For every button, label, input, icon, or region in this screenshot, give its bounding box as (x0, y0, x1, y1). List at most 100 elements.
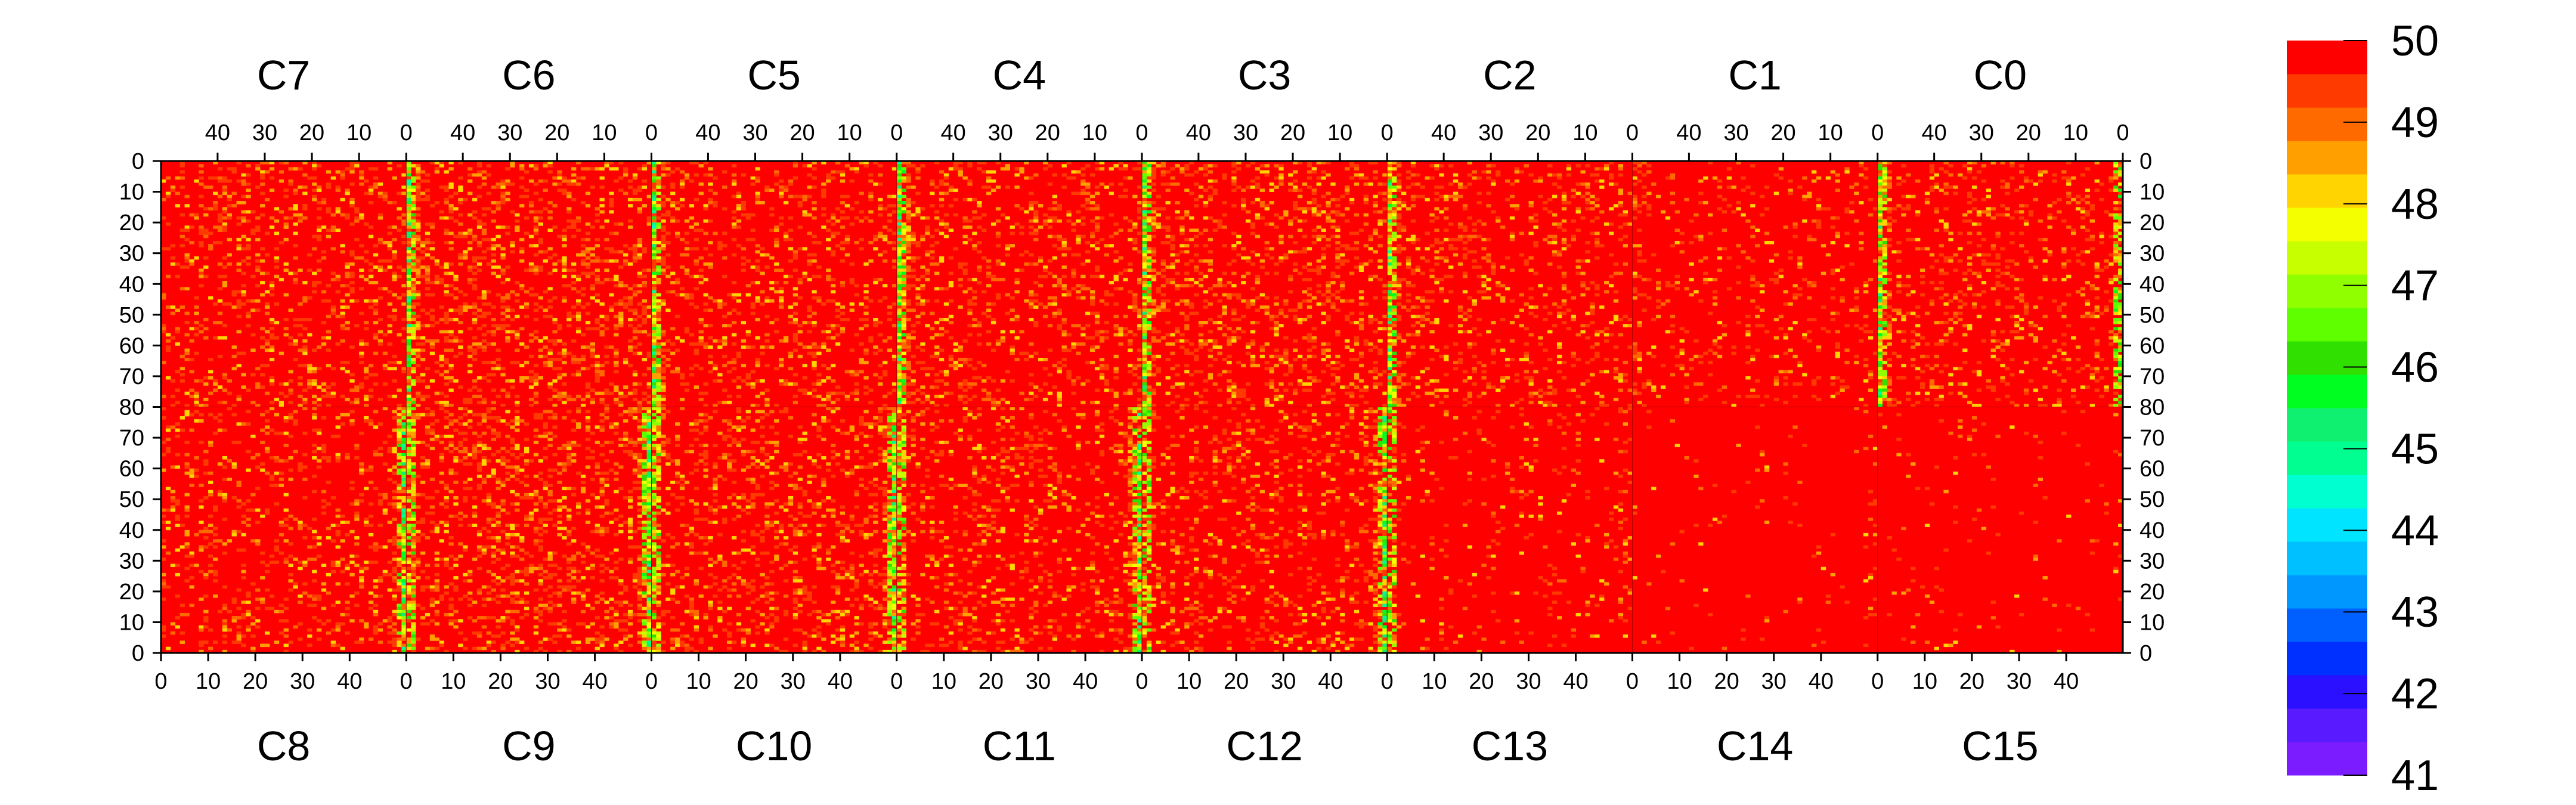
x-tick-label-top: 20 (2016, 120, 2041, 145)
colorbar-band (2287, 74, 2367, 108)
colorbar-label: 50 (2391, 17, 2439, 65)
y-tick-label-right: 80 (2140, 395, 2165, 420)
x-tick-label-bottom: 20 (733, 669, 758, 694)
colorbar-band (2287, 708, 2367, 742)
y-tick-label-right: 50 (2140, 487, 2165, 512)
colorbar-band (2287, 274, 2367, 308)
x-tick-label-top: 0 (890, 120, 903, 145)
y-tick-label-left: 50 (119, 487, 144, 512)
x-tick-label-top: 20 (1525, 120, 1550, 145)
y-tick-label-left: 40 (119, 518, 144, 543)
y-tick-label-right: 0 (2140, 149, 2152, 174)
y-tick-label-right: 10 (2140, 180, 2165, 205)
x-tick-label-bottom: 0 (154, 669, 167, 694)
x-tick-label-top: 40 (1676, 120, 1701, 145)
x-tick-label-top: 40 (1431, 120, 1456, 145)
y-tick-label-right: 70 (2140, 364, 2165, 389)
chip-region-C15 (1877, 410, 2123, 653)
x-tick-label-bottom: 0 (400, 669, 413, 694)
x-tick-label-top: 10 (1572, 120, 1597, 145)
x-tick-label-top: 30 (1233, 120, 1258, 145)
colorbar-band (2287, 475, 2367, 509)
y-tick-label-left: 0 (132, 149, 144, 174)
x-tick-label-top: 30 (988, 120, 1013, 145)
colorbar-label: 43 (2391, 589, 2439, 636)
x-tick-label-top: 40 (1186, 120, 1211, 145)
chip-region-C1 (1632, 161, 1878, 407)
x-tick-label-bottom: 30 (2007, 669, 2032, 694)
x-tick-label-top: 40 (450, 120, 475, 145)
x-tick-label-top: 0 (1871, 120, 1884, 145)
x-tick-label-bottom: 40 (828, 669, 853, 694)
x-tick-label-bottom: 10 (441, 669, 466, 694)
chip-region-C13 (1387, 407, 1633, 653)
x-tick-label-bottom: 10 (1422, 669, 1447, 694)
y-tick-label-right: 40 (2140, 272, 2165, 297)
colorbar-label: 41 (2391, 752, 2439, 800)
chip-label-top: C5 (747, 52, 800, 98)
chip-label-bottom: C9 (502, 723, 555, 769)
x-tick-label-bottom: 0 (1871, 669, 1884, 694)
x-tick-label-top: 0 (1626, 120, 1639, 145)
x-tick-label-bottom: 20 (1224, 669, 1249, 694)
y-tick-label-left: 20 (119, 210, 144, 236)
colorbar-label: 46 (2391, 344, 2439, 392)
x-tick-label-top: 0 (2116, 120, 2129, 145)
x-tick-label-bottom: 20 (243, 669, 268, 694)
x-tick-label-bottom: 20 (488, 669, 513, 694)
x-tick-label-bottom: 40 (1563, 669, 1588, 694)
chip-dividers (161, 161, 2123, 653)
chip-region-C7 (161, 161, 407, 407)
y-tick-label-left: 50 (119, 303, 144, 328)
colorbar-band (2287, 208, 2367, 242)
x-tick-label-bottom: 40 (2054, 669, 2079, 694)
x-tick-label-bottom: 0 (1626, 669, 1639, 694)
colorbar: 50 49 48 47 46 45 44 43 42 41 (2287, 17, 2439, 800)
colorbar-label: 48 (2391, 181, 2439, 228)
x-tick-label-top: 20 (299, 120, 324, 145)
x-tick-label-top: 10 (592, 120, 617, 145)
x-tick-label-bottom: 40 (337, 669, 362, 694)
colorbar-band (2287, 441, 2367, 475)
y-tick-label-right: 20 (2140, 210, 2165, 236)
x-tick-label-bottom: 30 (781, 669, 806, 694)
x-tick-label-bottom: 0 (1135, 669, 1148, 694)
chip-label-top: C7 (257, 52, 310, 98)
x-tick-label-top: 30 (497, 120, 522, 145)
x-tick-label-top: 20 (1770, 120, 1795, 145)
axes: 0 10 20 30 40 0 10 20 30 40 0 10 20 30 40 0 10 20 30 40 0 10 2… (119, 120, 2165, 694)
colorbar-band (2287, 575, 2367, 609)
colorbar-label: 47 (2391, 262, 2439, 310)
y-tick-label-right: 20 (2140, 580, 2165, 605)
x-tick-label-bottom: 10 (1912, 669, 1937, 694)
y-tick-label-left: 80 (119, 395, 144, 420)
chip-region-C9 (406, 407, 652, 653)
x-tick-label-bottom: 10 (1667, 669, 1692, 694)
chip-label-top: C3 (1238, 52, 1291, 98)
x-tick-label-bottom: 40 (1073, 669, 1098, 694)
x-tick-label-bottom: 0 (890, 669, 903, 694)
x-tick-label-top: 30 (252, 120, 277, 145)
x-tick-label-bottom: 20 (1959, 669, 1984, 694)
x-tick-label-top: 0 (1381, 120, 1394, 145)
chip-label-bottom: C8 (257, 723, 310, 769)
chip-label-bottom: C12 (1226, 723, 1302, 769)
colorbar-band (2287, 141, 2367, 175)
y-tick-label-left: 60 (119, 457, 144, 482)
x-tick-label-bottom: 30 (1761, 669, 1787, 694)
x-tick-label-top: 10 (1818, 120, 1843, 145)
y-tick-label-right: 50 (2140, 303, 2165, 328)
chip-region-C6 (406, 161, 652, 407)
x-tick-label-bottom: 10 (1176, 669, 1202, 694)
x-tick-label-top: 40 (695, 120, 720, 145)
colorbar-band (2287, 341, 2367, 375)
x-tick-label-bottom: 10 (931, 669, 956, 694)
y-tick-label-left: 10 (119, 610, 144, 635)
colorbar-label: 49 (2391, 99, 2439, 147)
chip-label-top: C2 (1483, 52, 1536, 98)
x-tick-label-top: 10 (837, 120, 862, 145)
x-tick-label-top: 10 (1327, 120, 1352, 145)
x-tick-label-bottom: 40 (1318, 669, 1343, 694)
x-tick-label-bottom: 20 (979, 669, 1004, 694)
x-tick-label-bottom: 20 (1469, 669, 1494, 694)
